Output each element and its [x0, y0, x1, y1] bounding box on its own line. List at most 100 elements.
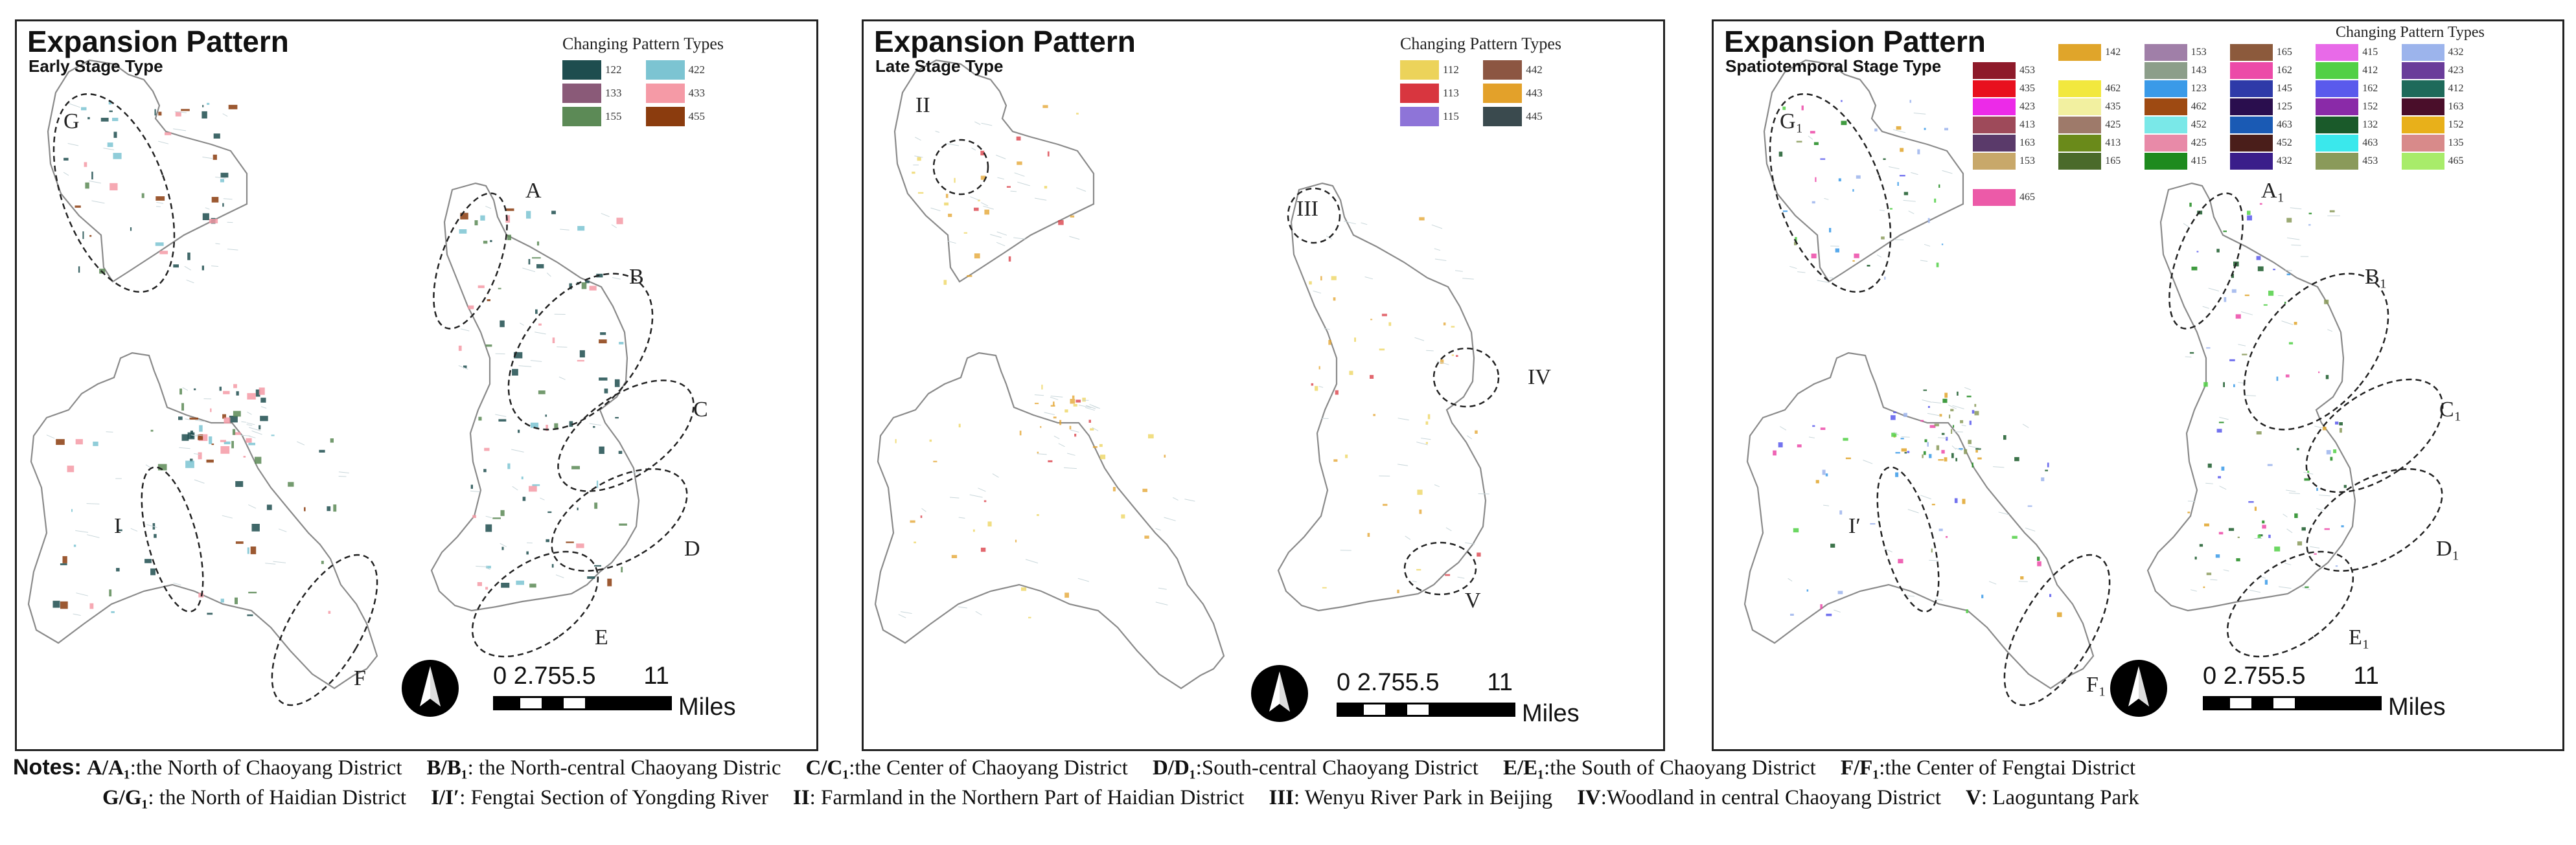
land-texture — [173, 582, 181, 586]
land-texture — [1397, 418, 1409, 421]
change-patch — [1021, 587, 1027, 591]
change-patch — [248, 442, 255, 445]
change-patch — [1977, 457, 1982, 460]
change-patch — [2294, 322, 2297, 325]
land-texture — [75, 530, 89, 533]
note-item: B/B₁: the North-central Chaoyang Distric — [427, 756, 781, 780]
change-patch — [89, 235, 92, 237]
legend-swatch — [1973, 80, 2016, 97]
change-patch — [165, 132, 172, 135]
change-patch — [551, 210, 556, 214]
change-patch — [1354, 337, 1356, 342]
change-patch — [485, 524, 492, 532]
legend-code: 453 — [2362, 155, 2378, 166]
notes-line-2: G/G₁: the North of Haidian District I/I′:… — [102, 786, 2164, 810]
change-patch — [81, 107, 87, 111]
land-texture — [73, 613, 81, 616]
land-texture — [215, 243, 220, 245]
legend-code: 115 — [1443, 110, 1459, 122]
change-patch — [190, 458, 193, 462]
land-texture — [1993, 466, 2005, 468]
legend-code: 455 — [688, 110, 706, 122]
change-patch — [1443, 322, 1446, 326]
change-patch — [1953, 425, 1955, 428]
change-patch — [943, 280, 947, 285]
change-patch — [63, 157, 69, 161]
legend-item — [2058, 62, 2141, 79]
change-patch — [2014, 456, 2019, 462]
change-patch — [231, 441, 234, 449]
change-patch — [516, 580, 524, 585]
note-text: : Laoguntang Park — [1981, 786, 2139, 809]
change-patch — [1044, 186, 1048, 189]
change-patch — [1370, 319, 1373, 321]
change-patch — [2257, 534, 2261, 539]
change-patch — [1941, 433, 1945, 435]
land-texture — [2285, 269, 2292, 271]
land-texture — [1863, 460, 1873, 464]
land-texture — [186, 279, 194, 284]
change-patch — [1782, 210, 1788, 212]
change-patch — [321, 561, 324, 565]
change-patch — [2041, 477, 2045, 482]
land-texture — [2205, 482, 2213, 484]
legend-code: 152 — [2448, 119, 2464, 130]
legend-swatch — [562, 107, 601, 126]
change-patch — [1328, 339, 1331, 345]
legend-code: 133 — [605, 87, 622, 99]
change-patch — [2314, 553, 2317, 555]
change-patch — [1048, 460, 1053, 462]
legend-item: 122 — [562, 60, 641, 80]
change-patch — [2247, 215, 2252, 221]
land-texture — [1924, 243, 1931, 247]
change-patch — [75, 439, 83, 445]
panel-title: Expansion Pattern — [1724, 25, 1986, 58]
land-texture — [921, 508, 926, 512]
region-label: E₁ — [2349, 625, 2370, 649]
change-patch — [1037, 514, 1039, 516]
region-ellipse — [2168, 192, 2244, 330]
legend-code: 135 — [2448, 137, 2464, 148]
legend-item: 445 — [1483, 107, 1561, 126]
land-texture — [935, 131, 940, 133]
change-patch — [2340, 428, 2342, 433]
land-texture — [969, 494, 983, 498]
legend-item: 153 — [1973, 153, 2056, 170]
change-patch — [1475, 430, 1478, 434]
change-patch — [1942, 398, 1948, 403]
land-texture — [1414, 337, 1425, 341]
land-texture — [1951, 445, 1957, 450]
legend-code: 165 — [2276, 47, 2292, 58]
legend-code: 413 — [2105, 137, 2121, 148]
change-patch — [460, 212, 468, 220]
change-patch — [1931, 548, 1933, 553]
legend-code: 162 — [2362, 83, 2378, 94]
legend-swatch — [2316, 171, 2358, 188]
change-patch — [2330, 456, 2333, 461]
scale-bar: 0 2.755.5 11 Miles — [1337, 669, 1635, 727]
change-patch — [2233, 384, 2235, 387]
change-patch — [535, 309, 538, 314]
change-patch — [1810, 131, 1815, 134]
change-patch — [155, 196, 165, 201]
note-text: : Fengtai Section of Yongding River — [459, 786, 768, 809]
change-patch — [483, 240, 488, 244]
change-patch — [1456, 355, 1458, 357]
change-patch — [1907, 451, 1910, 453]
land-texture — [1445, 527, 1452, 532]
change-patch — [113, 131, 117, 138]
change-patch — [500, 510, 505, 516]
legend-item: 415 — [2316, 44, 2398, 61]
land-texture — [1070, 429, 1079, 433]
change-patch — [1951, 429, 1953, 434]
land-texture — [1361, 222, 1368, 225]
change-patch — [255, 456, 262, 464]
land-texture — [1017, 181, 1030, 186]
change-patch — [1074, 433, 1077, 437]
change-patch — [91, 172, 93, 180]
change-patch — [1416, 569, 1421, 571]
land-texture — [2286, 490, 2296, 492]
land-texture — [1013, 237, 1026, 240]
change-patch — [144, 559, 152, 563]
land-texture — [458, 365, 468, 370]
